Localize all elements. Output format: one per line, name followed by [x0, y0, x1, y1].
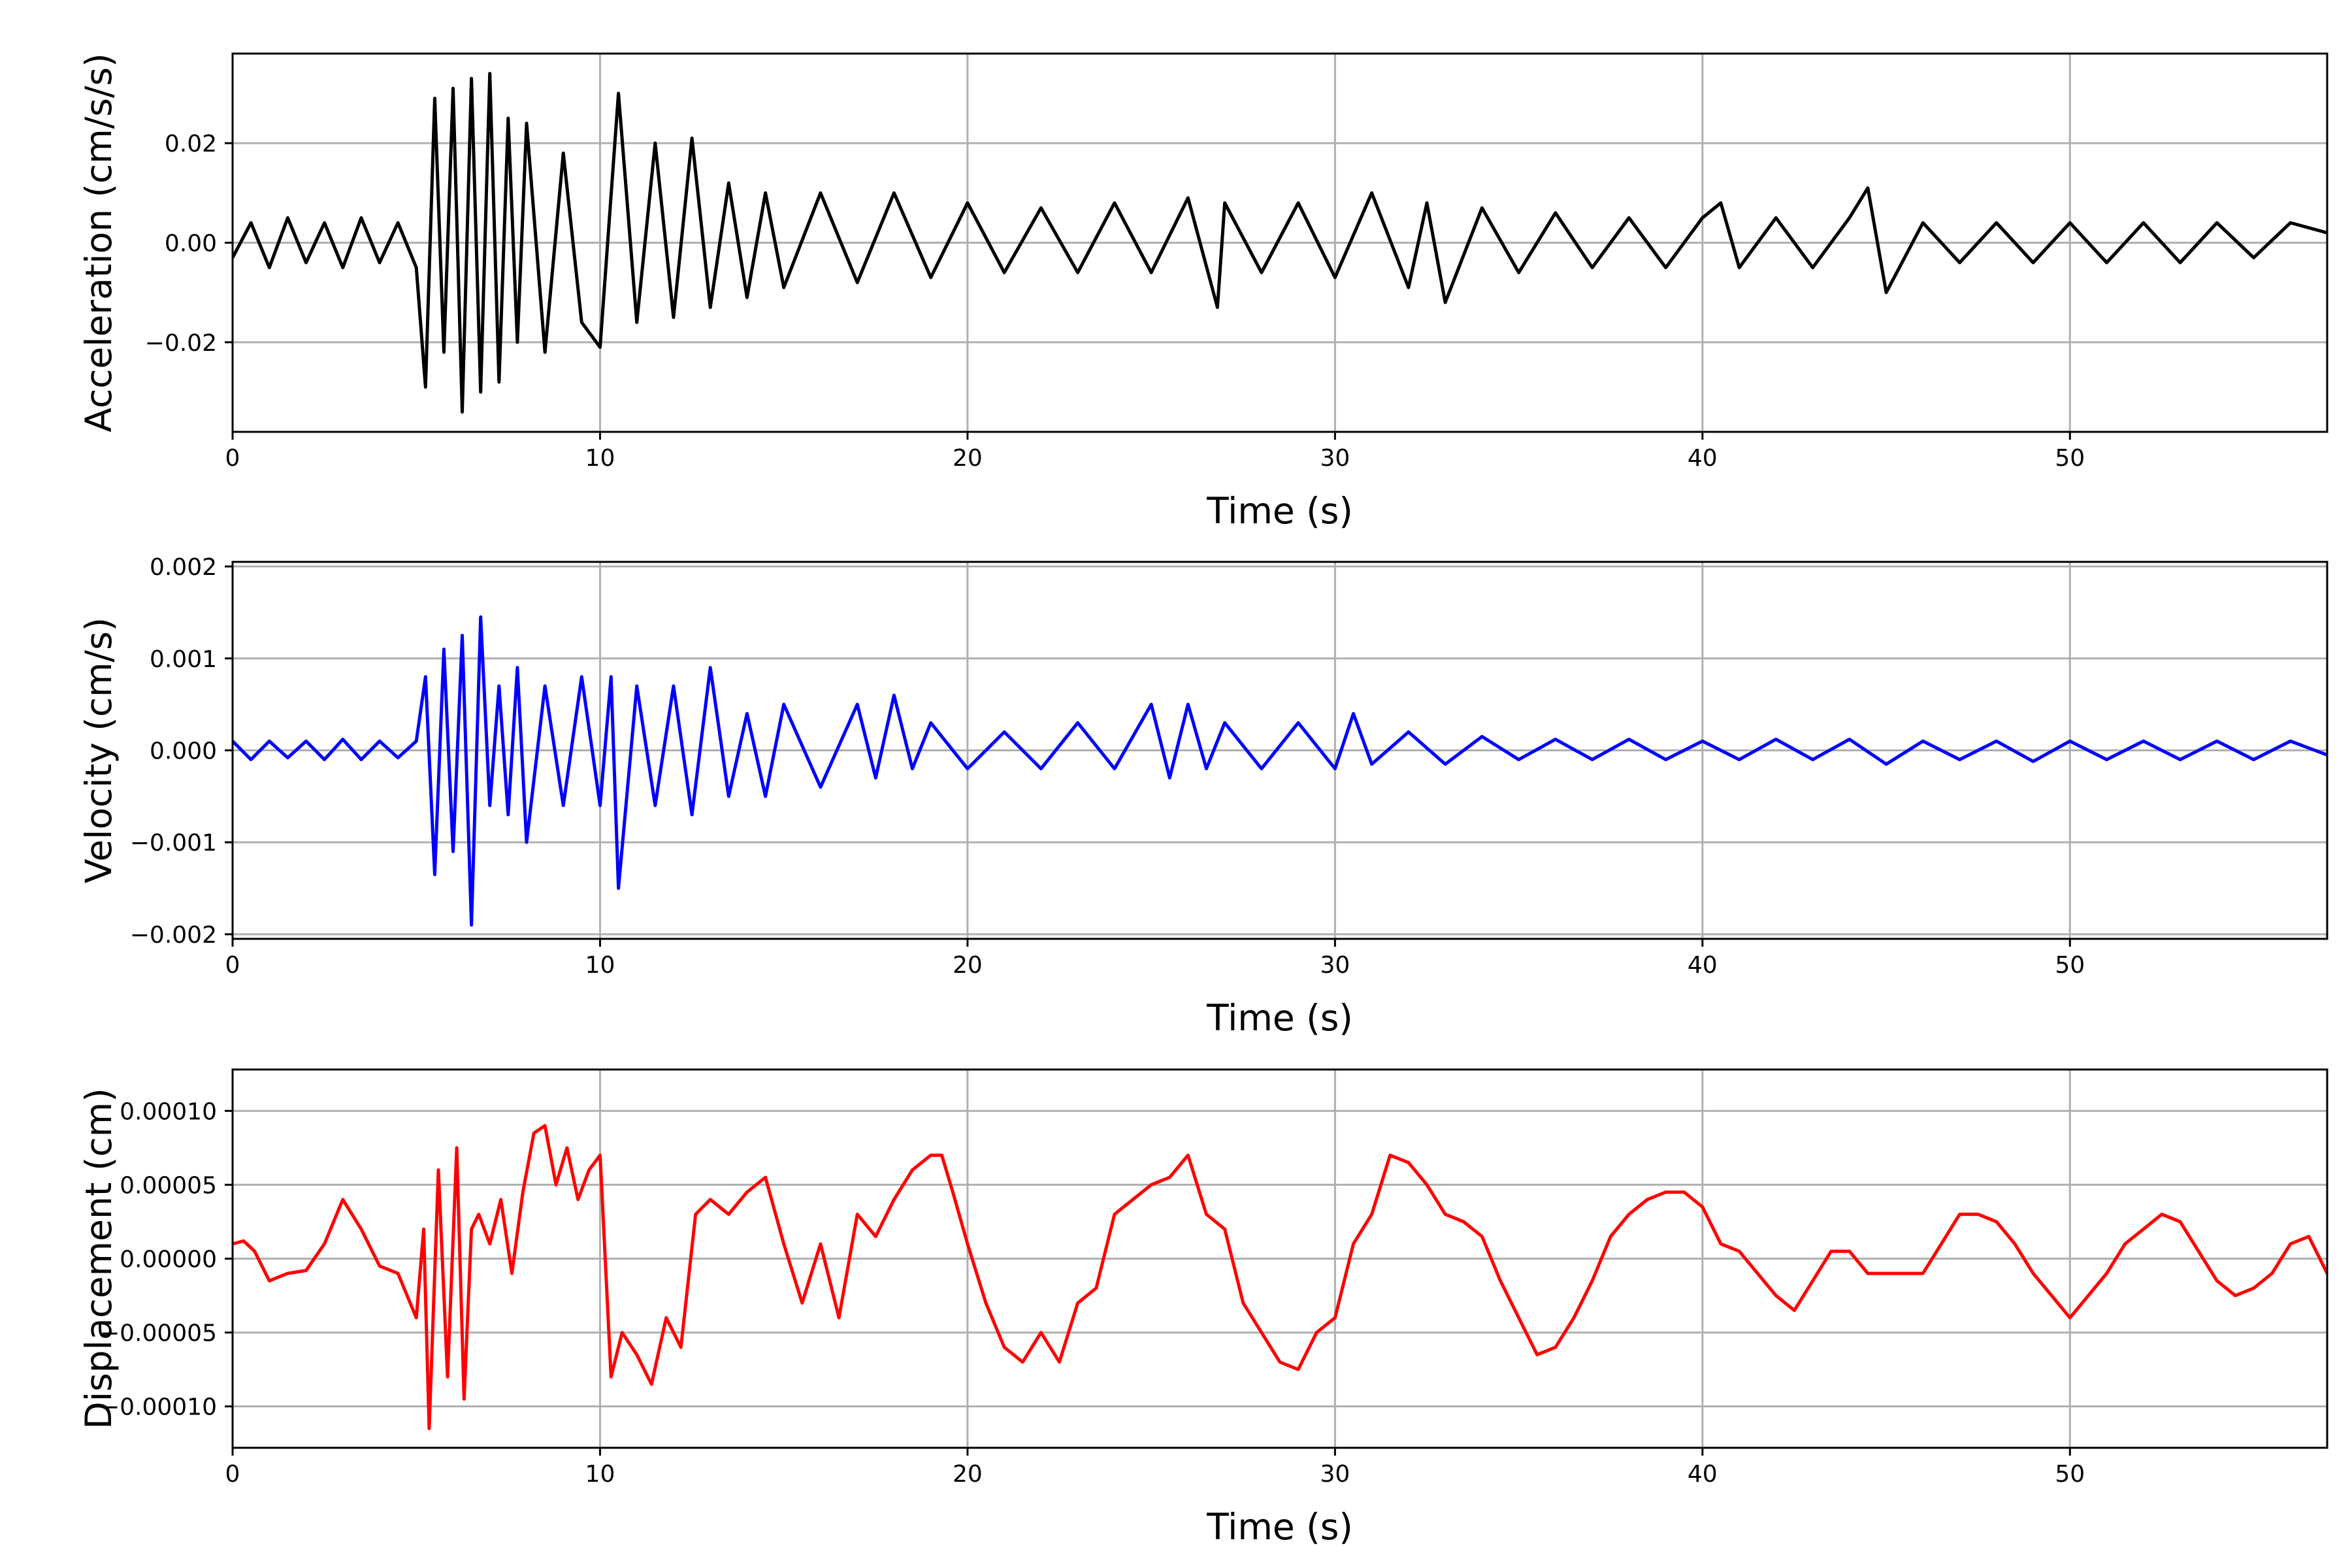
chart-acceleration-x-tick-label: 10	[585, 445, 615, 472]
chart-velocity-x-tick-label: 20	[953, 952, 983, 979]
chart-velocity-series-line	[233, 615, 2327, 927]
chart-velocity-plot-frame	[231, 561, 2328, 940]
chart-velocity-y-tick-label: −0.002	[130, 922, 217, 949]
chart-velocity-y-tick-label: −0.001	[130, 830, 217, 857]
chart-displacement-plot-frame	[231, 1068, 2328, 1449]
chart-acceleration-x-axis-label: Time (s)	[1206, 490, 1353, 532]
chart-acceleration-y-tick-label: 0.00	[165, 231, 217, 257]
chart-displacement-series-line	[233, 1124, 2327, 1431]
chart-acceleration-x-tick-label: 50	[2055, 445, 2085, 472]
chart-displacement-x-tick-label: 20	[953, 1461, 983, 1488]
chart-velocity-y-tick-label: 0.002	[150, 554, 217, 581]
chart-acceleration-x-tick-label: 20	[953, 445, 983, 472]
chart-velocity-y-axis-label: Velocity (cm/s)	[78, 617, 120, 883]
chart-acceleration-panel: 0 10 20 30 40 50 −0.02 0.00 0.02 Time (s) Accelera…	[78, 52, 2328, 532]
chart-displacement-x-axis-label: Time (s)	[1206, 1506, 1353, 1548]
chart-velocity-x-axis-label: Time (s)	[1206, 997, 1353, 1039]
chart-displacement-y-tick-label: 0.00000	[120, 1247, 217, 1273]
chart-velocity-x-tick-label: 10	[585, 952, 615, 979]
chart-velocity-x-tick-label: 30	[1320, 952, 1350, 979]
chart-acceleration-y-tick-label: −0.02	[145, 330, 217, 357]
chart-acceleration-x-tick-label: 0	[225, 445, 240, 472]
chart-velocity-y-tick-label: 0.001	[150, 646, 217, 673]
chart-acceleration-x-tick-label: 40	[1688, 445, 1718, 472]
chart-acceleration-series-line	[233, 72, 2327, 414]
chart-acceleration-plot-frame	[231, 52, 2328, 433]
chart-acceleration-y-axis-label: Acceleration (cm/s/s)	[78, 53, 120, 432]
chart-velocity-x-tick-label: 40	[1688, 952, 1718, 979]
chart-displacement-y-axis-label: Displacement (cm)	[78, 1088, 120, 1429]
chart-velocity-x-tick-label: 50	[2055, 952, 2085, 979]
chart-displacement-x-tick-label: 50	[2055, 1461, 2085, 1488]
chart-acceleration-y-tick-label: 0.02	[165, 131, 217, 157]
chart-displacement-panel: 0 10 20 30 40 50 −0.00010 −0.00005 0.00000 0.0000…	[78, 1068, 2328, 1548]
chart-velocity-panel: 0 10 20 30 40 50 −0.002 −0.001 0.000 0.001 0.002 Ti…	[78, 554, 2328, 1039]
chart-velocity-x-tick-label: 0	[225, 952, 240, 979]
chart-displacement-x-tick-label: 10	[585, 1461, 615, 1488]
chart-displacement-x-tick-label: 0	[225, 1461, 240, 1488]
chart-displacement-x-tick-label: 30	[1320, 1461, 1350, 1488]
chart-velocity-y-tick-label: 0.000	[150, 738, 217, 765]
chart-displacement-y-tick-label: 0.00010	[120, 1098, 217, 1125]
chart-acceleration-x-tick-label: 30	[1320, 445, 1350, 472]
chart-displacement-y-tick-label: −0.00010	[100, 1394, 217, 1421]
chart-displacement-x-tick-label: 40	[1688, 1461, 1718, 1488]
chart-displacement-y-tick-label: 0.00005	[120, 1172, 217, 1199]
chart-displacement-y-tick-label: −0.00005	[100, 1320, 217, 1347]
